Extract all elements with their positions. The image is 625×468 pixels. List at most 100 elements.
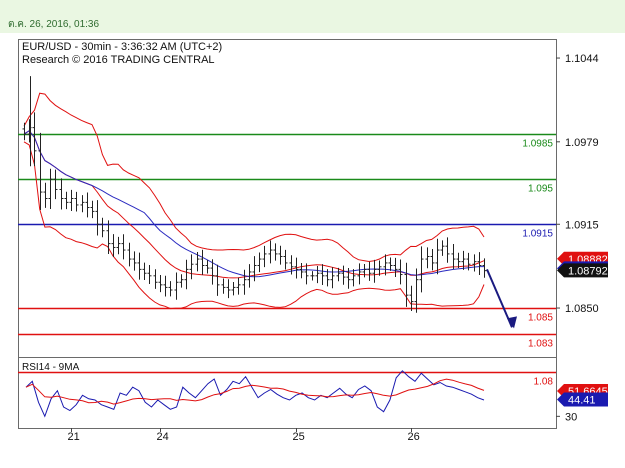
- price-bar: [179, 274, 184, 288]
- price-tick-label: 1.0850: [565, 303, 599, 315]
- price-bar: [200, 249, 205, 275]
- x-tick-label: 21: [68, 431, 80, 443]
- price-bar: [205, 260, 210, 274]
- rsi-label: RSI14 - 9MA: [22, 362, 80, 373]
- price-bar: [64, 191, 69, 210]
- price-bar: [195, 251, 200, 272]
- price-bar: [435, 238, 440, 275]
- price-bar: [80, 195, 85, 213]
- rsi-badge-shape: [557, 392, 608, 407]
- price-bar: [393, 257, 398, 278]
- price-bar: [210, 259, 215, 285]
- price-bar: [184, 259, 189, 290]
- price-tick-label: 1.0915: [565, 219, 599, 231]
- price-tick-label: 1.0979: [565, 137, 599, 149]
- price-bar: [32, 112, 37, 167]
- price-bar: [116, 236, 121, 255]
- price-bar: [221, 278, 226, 294]
- price-bar: [189, 254, 194, 280]
- price-bar: [294, 257, 299, 279]
- x-tick-label: 25: [293, 431, 305, 443]
- price-bar: [278, 245, 283, 265]
- price-bar: [357, 263, 362, 285]
- rsi-line: [25, 370, 485, 418]
- price-bar: [383, 254, 388, 276]
- price-bar: [132, 251, 137, 271]
- level-label: 1.095: [528, 184, 553, 195]
- header-date-time: ต.ค. 26, 2016, 01:36: [8, 19, 100, 30]
- price-bar: [299, 263, 304, 279]
- forecast-arrow-shaft: [486, 268, 513, 328]
- price-bar: [174, 272, 179, 300]
- price-bar: [22, 122, 27, 141]
- price-bar: [419, 246, 424, 293]
- price-bar: [472, 254, 477, 272]
- price-bar: [100, 217, 105, 238]
- price-bar: [142, 262, 147, 280]
- price-bar: [262, 245, 267, 268]
- price-bar: [69, 189, 74, 211]
- price-bar: [456, 252, 461, 268]
- price-bar: [336, 267, 341, 282]
- price-bar: [414, 268, 419, 313]
- price-bar: [168, 281, 173, 297]
- price-bar: [330, 267, 335, 289]
- price-bar: [310, 271, 315, 281]
- forecast-arrow: [486, 268, 517, 329]
- x-tick-label: 26: [408, 431, 420, 443]
- price-bar: [325, 269, 330, 287]
- level-label: 1.08: [534, 377, 554, 388]
- price-bar: [283, 249, 288, 270]
- price-bar: [425, 247, 430, 269]
- price-bar: [451, 244, 456, 269]
- price-bar: [351, 269, 356, 287]
- price-bar: [147, 265, 152, 285]
- price-bar: [257, 252, 262, 273]
- level-label: 1.0985: [522, 139, 553, 150]
- price-bar: [59, 178, 64, 210]
- price-bar: [215, 264, 220, 296]
- price-badge-label: 1.08792: [568, 265, 608, 277]
- level-label: 1.085: [528, 313, 553, 324]
- price-tick-label: 1.1044: [565, 53, 599, 65]
- top-bar: ต.ค. 26, 2016, 01:36: [0, 0, 625, 33]
- price-bar: [38, 132, 43, 210]
- price-bar: [252, 256, 257, 282]
- price-bar: [158, 274, 163, 293]
- price-bar: [53, 169, 58, 200]
- rsi-tick-label: 30: [565, 411, 577, 423]
- price-bar: [445, 237, 450, 263]
- price-bar: [367, 261, 372, 281]
- x-tick-label: 24: [157, 431, 169, 443]
- price-bar: [236, 277, 241, 295]
- price-bar: [377, 260, 382, 276]
- price-bar: [320, 264, 325, 285]
- price-bar: [372, 259, 377, 283]
- rsi-ma-line: [25, 378, 485, 405]
- axes: 1.1044 1.0979 1.0915 1.0850 30 21 24 25 26: [68, 53, 599, 443]
- price-bar: [461, 250, 466, 270]
- bollinger-lower-line: [23, 141, 485, 310]
- price-bar: [409, 285, 414, 311]
- price-bar: [362, 263, 367, 278]
- chart-title: EUR/USD - 30min - 3:36:32 AM (UTC+2): [22, 41, 222, 53]
- price-bar: [430, 248, 435, 271]
- price-bar: [153, 269, 158, 289]
- price-bar: [341, 265, 346, 285]
- price-bar: [231, 282, 236, 296]
- price-bar: [111, 234, 116, 257]
- price-bar: [289, 255, 294, 275]
- rsi-badge: 44.41: [557, 392, 608, 407]
- price-bar: [74, 191, 79, 212]
- price-bar: [90, 200, 95, 219]
- price-bar: [404, 262, 409, 307]
- price-bar: [388, 257, 393, 271]
- price-badge: 1.08792: [557, 263, 608, 278]
- price-bar: [346, 267, 351, 289]
- rsi-panel: [25, 370, 485, 418]
- price-bar: [85, 192, 90, 218]
- price-bar: [242, 269, 247, 295]
- forecast-arrow-head: [507, 316, 517, 329]
